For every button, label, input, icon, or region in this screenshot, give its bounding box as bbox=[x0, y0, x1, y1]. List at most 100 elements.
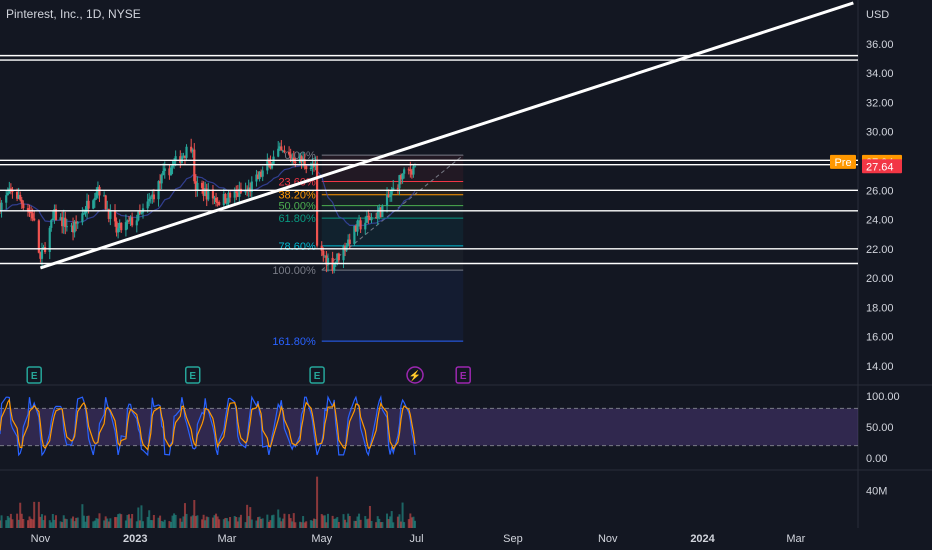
volume-bar bbox=[137, 507, 140, 528]
price-tick-label: 16.00 bbox=[866, 332, 894, 344]
candle bbox=[54, 204, 58, 221]
candle bbox=[185, 144, 188, 162]
price-axis[interactable]: USD14.0016.0018.0020.0022.0024.0026.0028… bbox=[866, 9, 894, 373]
volume-bar bbox=[365, 519, 368, 528]
volume-bar bbox=[149, 520, 152, 528]
earnings-event-icon[interactable]: E bbox=[26, 366, 42, 384]
price-tick-label: 26.00 bbox=[866, 185, 894, 197]
candle bbox=[19, 191, 22, 202]
volume-bar bbox=[95, 518, 98, 528]
volume-bar bbox=[84, 521, 87, 528]
candle bbox=[211, 184, 215, 205]
candle bbox=[152, 188, 155, 203]
candle bbox=[109, 204, 112, 226]
volume-bar bbox=[30, 518, 33, 528]
volume-bar bbox=[379, 522, 382, 528]
volume-bar bbox=[387, 519, 390, 528]
candle bbox=[378, 204, 381, 220]
candle bbox=[148, 192, 151, 207]
volume-bar bbox=[53, 519, 56, 528]
volume-bar bbox=[305, 521, 308, 528]
candle bbox=[129, 215, 132, 226]
stochastic-panel[interactable]: 0.00 50.00 100.00 bbox=[0, 391, 900, 465]
volume-bar bbox=[309, 520, 312, 528]
volume-bar bbox=[314, 519, 317, 528]
volume-bar bbox=[222, 519, 225, 528]
candle bbox=[379, 206, 382, 218]
volume-bar bbox=[107, 521, 110, 528]
candle bbox=[151, 189, 154, 204]
volume-bar bbox=[183, 503, 186, 528]
volume-bar bbox=[322, 515, 325, 528]
volume-bar bbox=[358, 513, 361, 528]
volume-bar bbox=[269, 520, 272, 528]
date-axis[interactable]: Nov 2023 Mar May Jul Sep Nov 2024 Mar bbox=[31, 533, 806, 545]
volume-bar bbox=[11, 519, 14, 528]
candle bbox=[95, 187, 98, 200]
candle bbox=[174, 150, 177, 167]
candle bbox=[194, 174, 197, 198]
volume-bar bbox=[283, 513, 286, 528]
volume-bar bbox=[233, 516, 236, 528]
volume-bar bbox=[162, 521, 165, 528]
candle bbox=[64, 211, 67, 235]
volume-bar bbox=[244, 522, 247, 528]
volume-bar bbox=[266, 514, 269, 528]
volume-bar bbox=[148, 510, 151, 528]
volume-bar bbox=[375, 522, 378, 528]
candle bbox=[269, 155, 272, 170]
horizontal-levels[interactable] bbox=[0, 54, 858, 265]
volume-bar bbox=[277, 509, 280, 528]
volume-bar bbox=[326, 513, 329, 528]
candle bbox=[267, 157, 271, 168]
candle bbox=[315, 155, 319, 248]
volume-bar bbox=[218, 519, 221, 528]
volume-bar bbox=[70, 518, 73, 528]
volume-bar bbox=[39, 516, 42, 528]
volume-bar bbox=[211, 517, 214, 528]
volume-bar bbox=[389, 516, 392, 528]
candle bbox=[182, 152, 185, 159]
fibonacci-retracement[interactable]: 0.00%23.60%38.20%50.00%61.80%78.60%100.0… bbox=[272, 150, 464, 348]
candle bbox=[146, 193, 149, 213]
volume-bar bbox=[169, 521, 172, 528]
volume-bar bbox=[278, 517, 281, 528]
volume-bar bbox=[320, 514, 323, 528]
candle bbox=[75, 215, 78, 232]
price-tick-label: 30.00 bbox=[866, 127, 894, 139]
price-tick-label: 14.00 bbox=[866, 361, 894, 373]
stoch-tick-label: 50.00 bbox=[866, 422, 894, 434]
volume-bar bbox=[106, 518, 109, 528]
price-badge: 27.64 bbox=[862, 159, 902, 174]
candle bbox=[196, 176, 199, 197]
volume-bar bbox=[302, 516, 305, 528]
candle bbox=[202, 181, 205, 202]
earnings-event-icon[interactable]: E bbox=[455, 366, 471, 384]
candle bbox=[224, 192, 227, 204]
candle bbox=[9, 183, 12, 195]
volume-bar bbox=[401, 502, 404, 528]
candle bbox=[169, 165, 173, 176]
split-event-icon[interactable]: ⚡ bbox=[406, 366, 424, 384]
volume-bar bbox=[157, 517, 160, 528]
trendline[interactable] bbox=[39, 1, 854, 270]
candle bbox=[235, 185, 238, 201]
candle bbox=[62, 209, 65, 234]
earnings-event-icon[interactable]: E bbox=[309, 366, 325, 384]
volume-bar bbox=[173, 513, 176, 528]
date-tick-label: May bbox=[311, 533, 332, 545]
volume-bar bbox=[22, 518, 25, 528]
volume-panel[interactable]: 40M bbox=[0, 476, 887, 528]
volume-bar bbox=[288, 514, 291, 528]
volume-bar bbox=[303, 522, 306, 528]
volume-bar bbox=[229, 517, 232, 528]
volume-bar bbox=[96, 518, 99, 528]
candle bbox=[22, 200, 25, 211]
volume-bar bbox=[368, 505, 371, 528]
earnings-event-icon[interactable]: E bbox=[184, 366, 201, 384]
volume-bar bbox=[316, 476, 319, 528]
volume-bar bbox=[312, 518, 315, 528]
candle bbox=[354, 224, 358, 232]
volume-bar bbox=[191, 515, 194, 528]
